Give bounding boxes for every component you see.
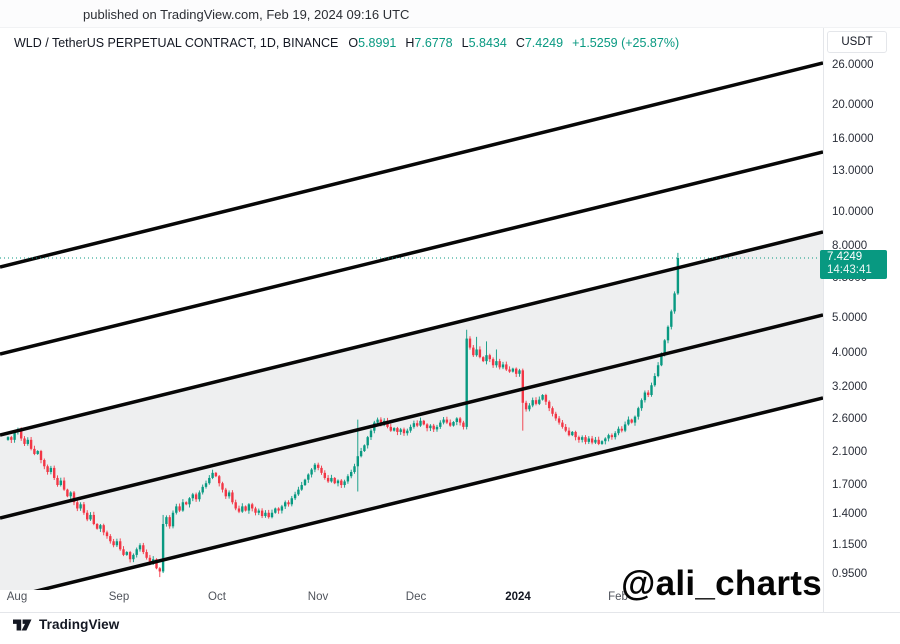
- watermark-handle: @ali_charts: [621, 564, 822, 603]
- ohlc-pair: C7.4249: [515, 36, 564, 50]
- published-strip: [0, 0, 900, 28]
- footer-divider: [0, 612, 900, 613]
- price-tick-label: 1.4000: [832, 508, 868, 521]
- ohlc-pair: H7.6778: [405, 36, 453, 50]
- time-tick-label: Oct: [208, 591, 226, 603]
- last-price-value: 7.4249: [827, 251, 863, 263]
- time-tick-label: Feb: [608, 591, 628, 603]
- price-tick-label: 4.0000: [832, 346, 868, 359]
- currency-label: USDT: [841, 36, 873, 48]
- ohlc-pair: O5.8991: [348, 36, 397, 50]
- price-tick-label: 0.9500: [832, 568, 868, 581]
- tradingview-footer[interactable]: TradingView: [13, 617, 119, 632]
- price-tick-label: 5.0000: [832, 312, 868, 325]
- time-axis[interactable]: Aug Sep Oct Nov Dec 2024 Feb: [0, 591, 823, 609]
- price-tick-label: 10.0000: [832, 205, 874, 218]
- tradingview-brand-label: TradingView: [39, 617, 120, 632]
- candles: [6, 252, 680, 578]
- price-tick-label: 16.0000: [832, 133, 874, 146]
- published-caption: published on TradingView.com, Feb 19, 20…: [83, 7, 410, 22]
- ohlc-pair: L5.8434: [461, 36, 507, 50]
- price-tick-label: 13.0000: [832, 165, 874, 178]
- tradingview-logo-icon: [13, 619, 32, 630]
- price-tick-label: 2.1000: [832, 445, 868, 458]
- price-tick-label: 20.0000: [832, 98, 874, 111]
- chart-pane[interactable]: [0, 52, 824, 602]
- change-value: +1.5259 (+25.87%): [572, 36, 680, 50]
- time-tick-label: Dec: [405, 591, 427, 603]
- time-tick-label: Nov: [307, 591, 329, 603]
- price-tick-label: 1.7000: [832, 478, 868, 491]
- time-tick-label: Aug: [6, 591, 28, 603]
- currency-tab[interactable]: USDT: [827, 31, 887, 53]
- price-tick-label: 26.0000: [832, 58, 874, 71]
- price-chart[interactable]: [0, 52, 824, 602]
- time-tick-label: 2024: [505, 591, 531, 603]
- bar-countdown: 14:43:41: [827, 264, 872, 276]
- price-axis-border: [823, 28, 824, 612]
- last-price-badge: 7.4249 14:43:41: [820, 250, 887, 279]
- channel-fill: [0, 232, 823, 600]
- price-tick-label: 2.6000: [832, 413, 868, 426]
- symbol-header: WLD / TetherUS PERPETUAL CONTRACT, 1D, B…: [14, 36, 679, 50]
- time-tick-label: Sep: [108, 591, 130, 603]
- ohlc-values: O5.8991 H7.6778 L5.8434 C7.4249: [348, 36, 572, 50]
- price-tick-label: 1.1500: [832, 538, 868, 551]
- channel-lines: [0, 61, 824, 602]
- price-tick-label: 3.2000: [832, 381, 868, 394]
- symbol-title[interactable]: WLD / TetherUS PERPETUAL CONTRACT, 1D, B…: [14, 36, 339, 50]
